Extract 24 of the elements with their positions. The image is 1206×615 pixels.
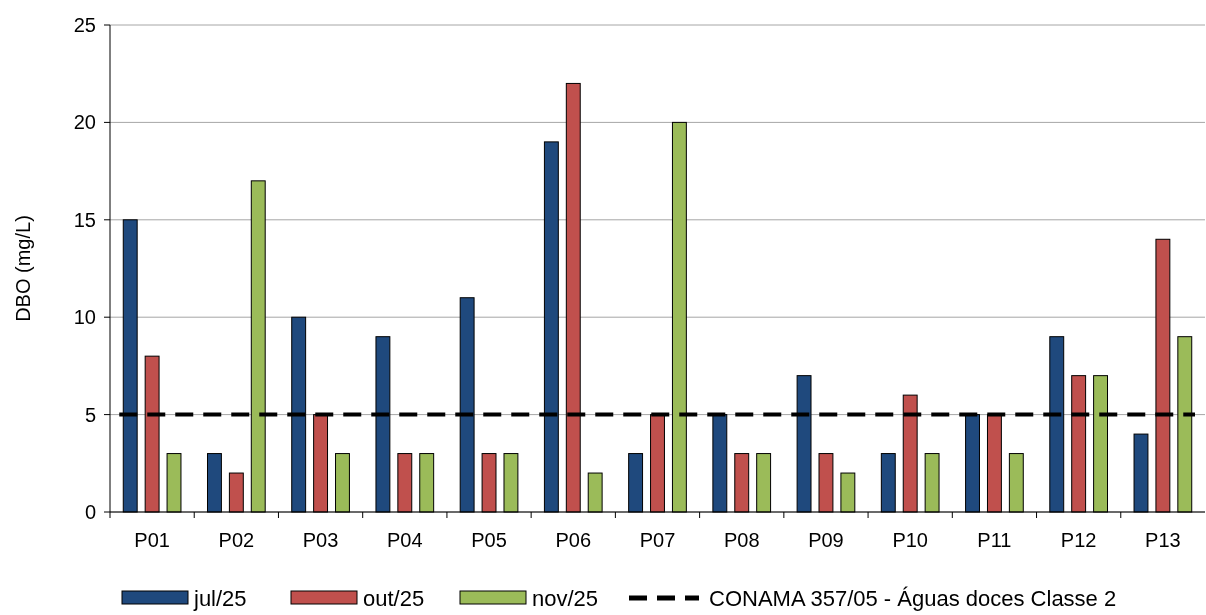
- x-tick-label: P07: [639, 529, 676, 551]
- x-tick-label: P09: [808, 529, 844, 551]
- x-tick-label: P10: [892, 529, 928, 551]
- y-tick-label: 5: [84, 403, 96, 426]
- y-tick-label: 20: [73, 111, 96, 134]
- y-tick-label: 15: [73, 208, 96, 231]
- legend-label: out/25: [363, 586, 425, 611]
- x-tick-label: P06: [555, 529, 592, 551]
- x-tick-label: P01: [134, 529, 170, 551]
- x-tick-label: P03: [302, 529, 339, 551]
- y-tick-label: 25: [73, 14, 96, 36]
- x-tick-label: P08: [723, 529, 760, 551]
- y-axis-title: DBO (mg/L): [12, 215, 34, 322]
- x-tick-label: P12: [1060, 529, 1097, 551]
- legend-label: nov/25: [532, 586, 599, 611]
- x-tick-label: P04: [387, 529, 423, 551]
- y-tick-label: 0: [84, 501, 96, 523]
- legend-label: jul/25: [193, 586, 247, 611]
- x-tick-label: P13: [1145, 529, 1181, 551]
- x-tick-label: P02: [218, 529, 255, 551]
- legend-label: CONAMA 357/05 - Águas doces Classe 2: [709, 586, 1117, 611]
- x-tick-label: P11: [977, 529, 1012, 551]
- x-tick-label: P05: [471, 529, 507, 551]
- y-tick-label: 10: [73, 306, 96, 329]
